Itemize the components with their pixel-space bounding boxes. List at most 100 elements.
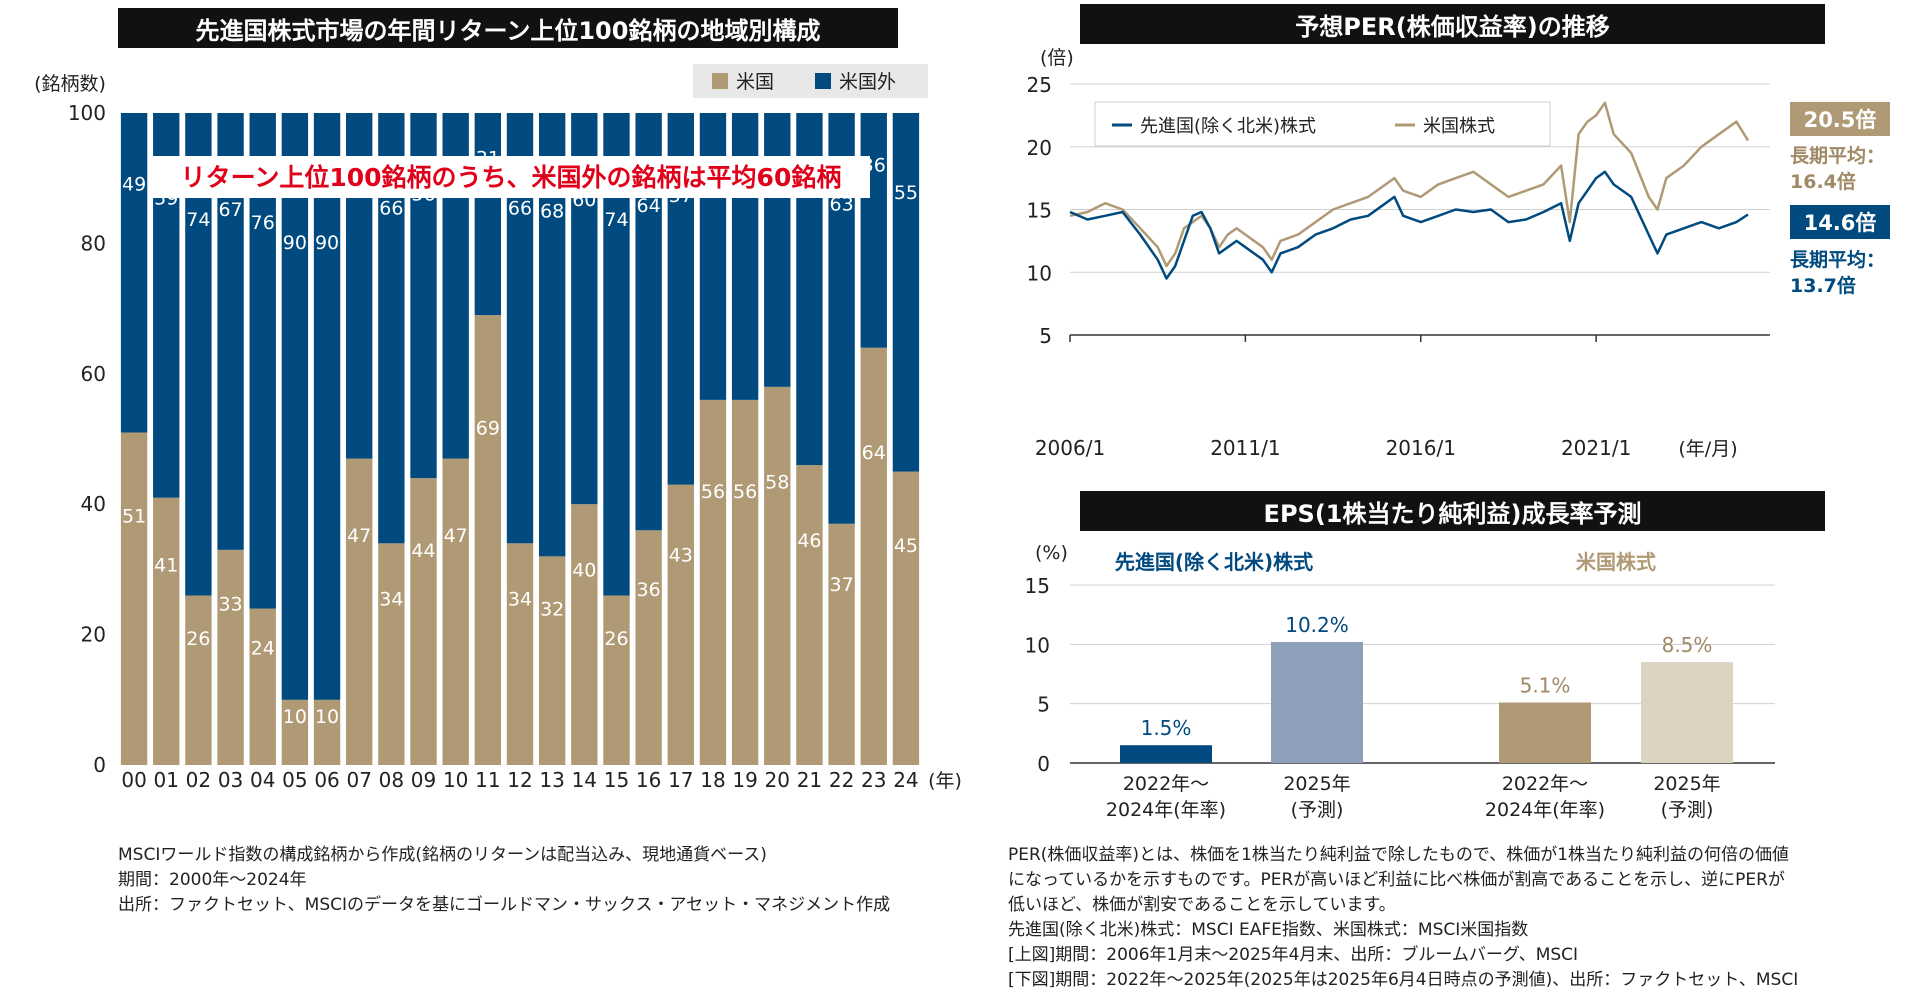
us-avg-label: 長期平均： [1790, 144, 1885, 167]
per-x-tick-label: 2016/1 [1386, 436, 1456, 460]
bar-us-14 [571, 504, 598, 765]
bar-value-us: 47 [347, 525, 371, 547]
per-legend: 先進国(除く北米)株式 米国株式 [1094, 101, 1551, 147]
y-tick-label: 80 [81, 231, 106, 255]
legend-label-us-per: 米国株式 [1423, 116, 1495, 137]
eps-bar-dev-2022-2024 [1120, 745, 1212, 763]
legend-swatch-us [712, 73, 728, 89]
annotation-text: リターン上位100銘柄のうち、米国外の銘柄は平均60銘柄 [181, 163, 842, 192]
bar-value-non-us: 90 [315, 232, 339, 254]
eps-bar-dev-2025 [1271, 641, 1363, 763]
x-tick-label: 17 [668, 768, 693, 792]
bar-value-us: 24 [251, 638, 275, 660]
bar-value-us: 34 [379, 589, 403, 611]
x-tick-label: 11 [475, 768, 500, 792]
eps-cat-us-1b: 2024年(年率) [1485, 799, 1605, 821]
bar-us-22 [828, 523, 855, 765]
left-chart-notes: MSCIワールド指数の構成銘柄から作成(銘柄のリターンは配当込み、現地通貨ベース… [118, 843, 938, 918]
bar-us-20 [764, 386, 791, 765]
bar-value-us: 26 [604, 628, 628, 650]
bar-value-us: 10 [283, 706, 307, 728]
us-end-value: 20.5倍 [1804, 108, 1877, 132]
bar-value-non-us: 55 [894, 182, 918, 204]
us-end-badge [1790, 102, 1890, 136]
y-tick-label: 20 [81, 623, 106, 647]
note-line: 低いほど、株価が割安であることを示しています。 [1008, 895, 1396, 915]
bar-us-04 [249, 608, 276, 765]
bar-value-non-us: 68 [540, 201, 564, 223]
bar-us-12 [506, 543, 534, 765]
bar-value-us: 69 [476, 418, 500, 440]
bar-value-us: 41 [154, 555, 178, 577]
us-avg-value: 16.4倍 [1790, 170, 1856, 193]
bar-us-05 [281, 699, 309, 765]
bar-value-non-us: 66 [508, 198, 532, 220]
x-tick-label: 10 [443, 768, 468, 792]
dev-end-value: 14.6倍 [1804, 211, 1877, 235]
x-tick-label: 19 [732, 768, 757, 792]
x-tick-label: 22 [829, 768, 854, 792]
per-line-us [1069, 101, 1750, 268]
per-y-tick-label: 20 [1027, 136, 1052, 160]
bar-us-08 [378, 543, 405, 765]
eps-cat-us-2b: (予測) [1661, 799, 1714, 821]
bar-value-us: 37 [830, 574, 854, 596]
x-tick-label: 18 [700, 768, 725, 792]
y-tick-label: 40 [81, 492, 106, 516]
bar-value-us: 58 [765, 471, 789, 493]
bar-value-non-us: 76 [251, 212, 275, 234]
per-y-tick-label: 15 [1027, 199, 1052, 223]
eps-cat-dev-1b: 2024年(年率) [1106, 799, 1226, 821]
dev-avg-value: 13.7倍 [1790, 274, 1856, 297]
x-tick-label: 20 [765, 768, 790, 792]
eps-bar-value-label: 5.1% [1520, 673, 1571, 697]
bar-us-23 [860, 347, 887, 765]
x-tick-label: 21 [797, 768, 822, 792]
x-tick-label: 15 [604, 768, 629, 792]
x-tick-label: 14 [572, 768, 597, 792]
bar-non-us-11 [474, 113, 502, 316]
bar-value-non-us: 67 [218, 199, 242, 221]
per-x-unit: (年/月) [1678, 438, 1737, 460]
eps-y-unit: (%) [1035, 542, 1068, 564]
bar-non-us-05 [281, 113, 309, 700]
bar-us-07 [346, 458, 373, 765]
y-unit-label: (銘柄数) [34, 73, 106, 95]
bar-value-non-us: 63 [830, 193, 854, 215]
bar-non-us-24 [892, 113, 920, 472]
x-tick-label: 01 [154, 768, 179, 792]
bar-us-24 [892, 471, 920, 765]
eps-cat-us-2a: 2025年 [1653, 773, 1720, 795]
legend-label-us: 米国 [736, 71, 774, 93]
per-line-chart: (倍) 5 10 15 20 25 2006/1 2011/1 2016/1 2021/1 先進… [1027, 47, 1890, 460]
dev-avg-label: 長期平均： [1790, 248, 1885, 271]
bar-non-us-23 [860, 113, 887, 348]
eps-group-dev: 先進国(除く北米)株式 [1115, 550, 1313, 574]
x-tick-label: 08 [379, 768, 404, 792]
x-tick-label: 09 [411, 768, 436, 792]
dev-end-badge [1790, 205, 1890, 239]
bar-value-non-us: 74 [604, 209, 628, 231]
bar-value-us: 45 [894, 535, 918, 557]
per-y-unit: (倍) [1040, 47, 1074, 69]
x-tick-label: 04 [250, 768, 275, 792]
y-tick-label: 0 [93, 753, 106, 777]
eps-bar-us-2025 [1641, 662, 1733, 763]
bar-us-09 [410, 478, 437, 765]
note-line: PER(株価収益率)とは、株価を1株当たり純利益で除したもので、株価が1株当たり… [1008, 845, 1790, 865]
y-tick-label: 60 [81, 362, 106, 386]
bar-value-us: 34 [508, 589, 532, 611]
note-line: 先進国(除く北米)株式：MSCI EAFE指数、米国株式：MSCI米国指数 [1008, 920, 1529, 940]
eps-cat-dev-1a: 2022年〜 [1123, 773, 1209, 795]
eps-bar-chart: (%) 先進国(除く北米)株式 米国株式 0 5 10 15 1.5% 10.2% 5.1… [1025, 542, 1775, 821]
top100-stacked-bar-chart: (銘柄数) 0 20 40 60 80 100 00 01 02 03 04 05 06 07 08 09 10… [34, 64, 962, 792]
bar-value-us: 32 [540, 599, 564, 621]
bar-value-us: 40 [572, 559, 596, 581]
bar-value-us: 10 [315, 706, 339, 728]
bar-value-us: 36 [637, 579, 661, 601]
bar-us-17 [667, 484, 694, 765]
bar-us-06 [313, 699, 341, 765]
bar-us-01 [153, 497, 180, 765]
eps-cat-us-1a: 2022年〜 [1502, 773, 1588, 795]
bar-non-us-06 [313, 113, 341, 700]
